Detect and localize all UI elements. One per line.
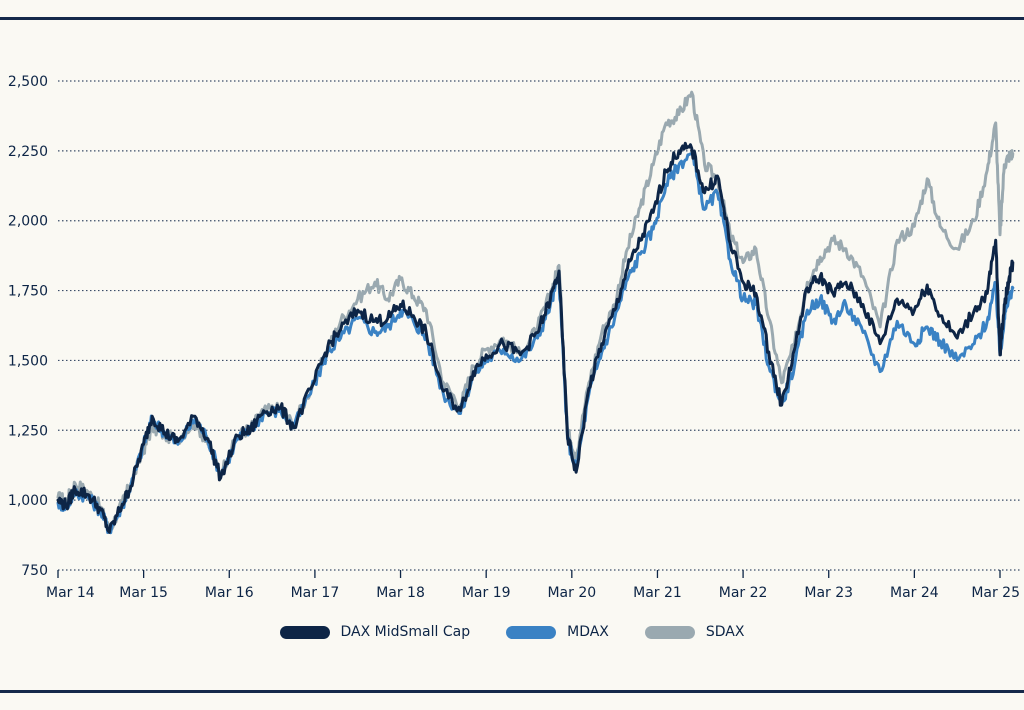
- top-rule: [0, 17, 1024, 20]
- x-tick-label: Mar 21: [633, 585, 682, 601]
- x-tick-label: Mar 25: [971, 585, 1020, 601]
- x-tick-label: Mar 16: [205, 585, 254, 601]
- x-tick-label: Mar 18: [376, 585, 425, 601]
- series-line-mdax: [56, 152, 1015, 535]
- x-tick-label: Mar 19: [462, 585, 511, 601]
- y-tick-label: 1,500: [8, 353, 48, 369]
- x-axis: Mar 14 Mar 15 Mar 16 Mar 17 Mar 18 Mar 19 Mar …: [46, 570, 1020, 601]
- line-chart: 750 1,000 1,250 1,500 1,750 2,000 2,250 2,500 M…: [8, 74, 1020, 601]
- series-lines: [56, 90, 1015, 535]
- x-tick-label: Mar 22: [719, 585, 768, 601]
- x-tick-label: Mar 17: [291, 585, 340, 601]
- legend: DAX MidSmall Cap MDAX SDAX: [0, 624, 1024, 640]
- x-tick-label: Mar 23: [804, 585, 853, 601]
- grid-lines: [58, 80, 1020, 571]
- x-tick-label: Mar 24: [890, 585, 939, 601]
- y-tick-label: 2,500: [8, 74, 48, 90]
- y-tick-label: 750: [21, 563, 48, 579]
- legend-swatch-dax-midsmall-cap: [279, 625, 330, 639]
- y-tick-label: 1,000: [8, 493, 48, 509]
- y-axis: 750 1,000 1,250 1,500 1,750 2,000 2,250 2,500: [8, 74, 48, 579]
- y-tick-label: 2,250: [8, 144, 48, 160]
- legend-label-sdax: SDAX: [705, 624, 745, 640]
- bottom-rule: [0, 690, 1024, 693]
- y-tick-label: 2,000: [8, 214, 48, 230]
- legend-swatch-sdax: [644, 625, 695, 639]
- x-tick-label: Mar 14: [46, 585, 95, 601]
- y-tick-label: 1,750: [8, 284, 48, 300]
- legend-label-dax-midsmall-cap: DAX MidSmall Cap: [340, 624, 471, 640]
- x-tick-label: Mar 15: [119, 585, 168, 601]
- legend-item-sdax[interactable]: SDAX: [644, 624, 745, 640]
- legend-item-dax-midsmall-cap[interactable]: DAX MidSmall Cap: [279, 624, 471, 640]
- x-tick-label: Mar 20: [547, 585, 596, 601]
- legend-swatch-mdax: [506, 625, 557, 639]
- series-line-sdax: [56, 90, 1015, 533]
- legend-label-mdax: MDAX: [567, 624, 609, 640]
- series-line-dax-midsmall-cap: [56, 141, 1015, 534]
- legend-item-mdax[interactable]: MDAX: [506, 624, 609, 640]
- y-tick-label: 1,250: [8, 423, 48, 439]
